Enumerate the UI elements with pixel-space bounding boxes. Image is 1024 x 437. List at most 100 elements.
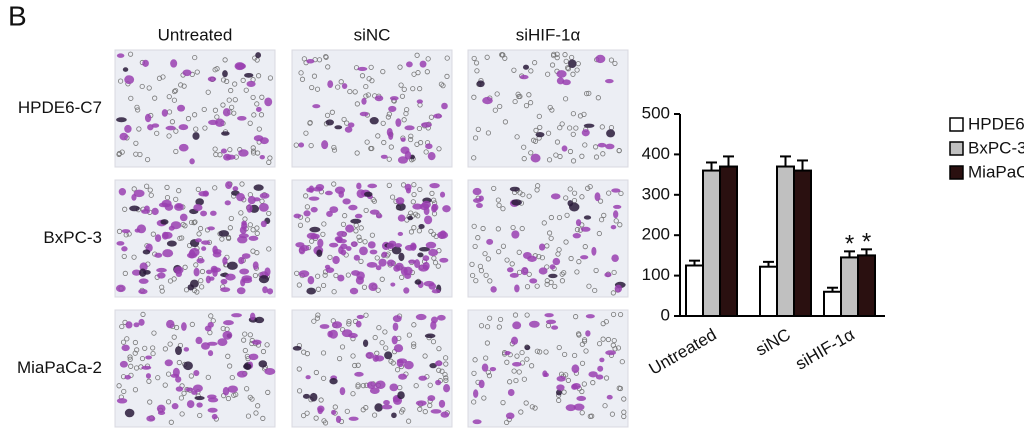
pore xyxy=(304,217,311,223)
cell xyxy=(374,95,384,102)
cell xyxy=(298,142,305,148)
pore xyxy=(361,284,368,290)
pore xyxy=(177,235,183,241)
cell xyxy=(307,275,315,285)
cell xyxy=(138,318,145,326)
cell xyxy=(139,268,147,277)
pore xyxy=(259,94,265,100)
pore xyxy=(603,319,609,325)
pore xyxy=(617,311,624,318)
pore xyxy=(304,204,310,210)
cell xyxy=(306,232,318,240)
bar xyxy=(702,169,721,317)
pore xyxy=(411,182,417,188)
cell xyxy=(585,314,595,319)
pore xyxy=(471,155,477,161)
cell xyxy=(438,399,446,408)
cell xyxy=(306,187,314,193)
pore xyxy=(320,231,326,237)
cell xyxy=(366,381,376,389)
cell xyxy=(325,267,335,273)
pore xyxy=(579,360,586,366)
pore xyxy=(565,65,571,71)
cell xyxy=(383,400,390,406)
pore xyxy=(514,353,520,359)
pore xyxy=(606,190,612,196)
pore xyxy=(386,111,392,117)
pore xyxy=(173,148,179,155)
cell xyxy=(604,272,612,278)
pore xyxy=(119,149,125,155)
pore xyxy=(559,121,565,127)
pore xyxy=(368,145,374,152)
pore xyxy=(354,101,360,107)
pore xyxy=(181,390,187,396)
cell xyxy=(435,360,443,367)
pore xyxy=(581,111,587,117)
pore xyxy=(524,284,531,290)
pore xyxy=(252,272,259,279)
pore xyxy=(360,383,366,389)
pore xyxy=(545,71,551,77)
cell xyxy=(416,99,423,104)
cell xyxy=(355,320,362,328)
pore xyxy=(159,288,165,294)
pore xyxy=(531,137,537,143)
cell xyxy=(218,230,230,237)
pore xyxy=(401,117,407,123)
cell xyxy=(302,393,311,399)
pore xyxy=(480,225,486,232)
pore xyxy=(611,337,617,344)
pore xyxy=(523,400,529,406)
cell xyxy=(192,132,200,140)
pore xyxy=(127,356,133,362)
pore xyxy=(128,95,134,101)
pore xyxy=(487,315,493,321)
pore xyxy=(432,260,439,266)
cell xyxy=(196,402,203,408)
pore xyxy=(621,396,627,402)
cell xyxy=(309,392,318,402)
cell xyxy=(528,320,540,328)
cell xyxy=(606,394,613,400)
cell xyxy=(400,137,406,142)
pore xyxy=(313,415,319,421)
pore xyxy=(435,263,441,269)
legend-label: HPDE6-C7 xyxy=(968,114,1024,133)
cell xyxy=(374,355,385,362)
pore xyxy=(526,271,532,277)
pore xyxy=(516,369,522,375)
pore xyxy=(300,412,307,419)
cell xyxy=(368,282,378,291)
cell xyxy=(217,338,228,346)
cell xyxy=(331,321,343,329)
pore xyxy=(559,278,566,284)
pore xyxy=(549,107,555,113)
cell xyxy=(391,335,398,345)
pore xyxy=(355,362,361,368)
cell xyxy=(129,205,140,212)
cell xyxy=(505,412,515,420)
pore xyxy=(504,257,510,263)
micrograph xyxy=(114,309,276,428)
cell xyxy=(194,395,205,401)
cell xyxy=(588,371,598,378)
pore xyxy=(225,353,231,359)
pore xyxy=(266,159,272,165)
pore xyxy=(548,214,554,221)
pore xyxy=(227,225,233,231)
pore xyxy=(255,73,262,79)
pore xyxy=(194,69,200,75)
cell xyxy=(375,213,383,219)
cell xyxy=(512,361,522,367)
pore xyxy=(423,149,429,155)
pore xyxy=(554,51,560,57)
cell xyxy=(391,246,402,255)
cell xyxy=(312,186,324,192)
pore xyxy=(146,85,152,91)
pore xyxy=(471,370,477,376)
pore xyxy=(514,134,520,140)
cell xyxy=(195,238,202,243)
pore xyxy=(533,127,539,133)
cell xyxy=(511,199,522,206)
